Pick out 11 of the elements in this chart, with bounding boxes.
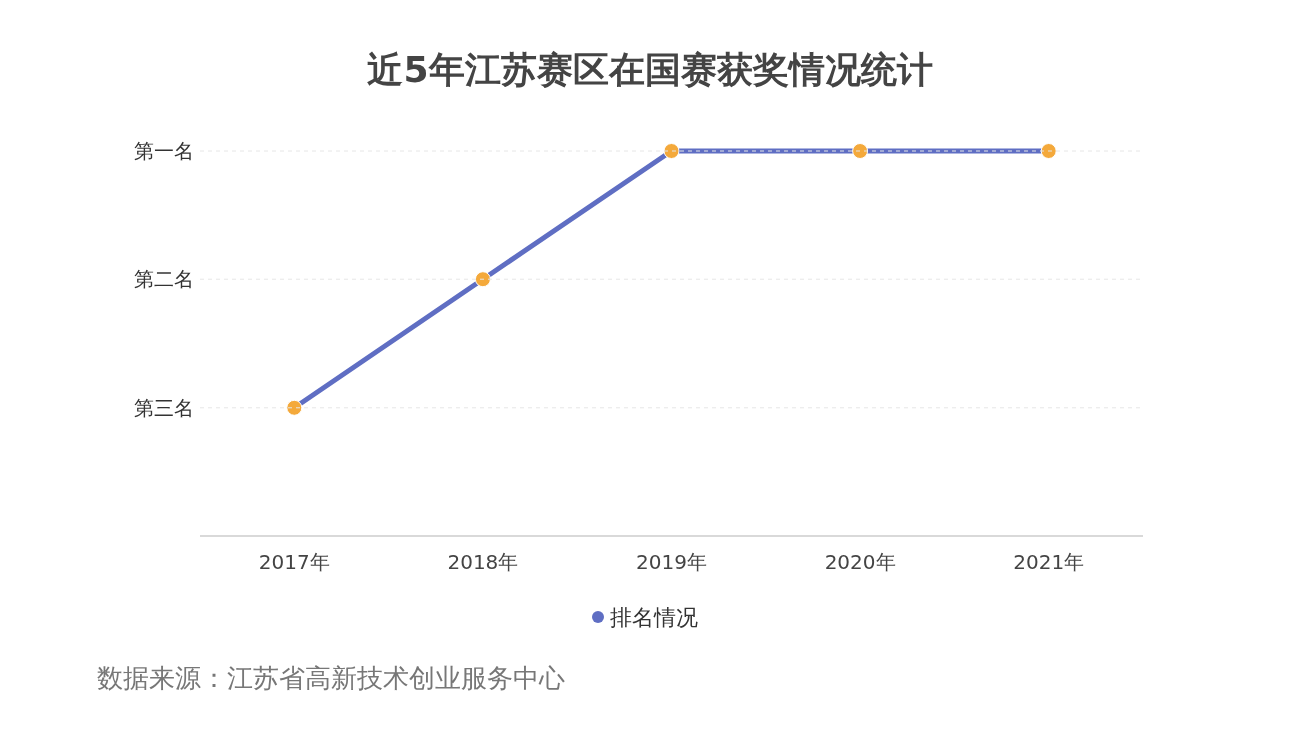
legend-label: 排名情况 [610, 605, 698, 630]
x-tick-label: 2019年 [636, 550, 707, 574]
chart-title: 近5年江苏赛区在国赛获奖情况统计 [367, 49, 933, 90]
x-tick-label: 2017年 [258, 550, 330, 574]
ref-line-label: 第二名 [134, 267, 194, 292]
x-tick-label: 2021年 [1013, 550, 1085, 574]
ref-line-label: 第一名 [134, 139, 194, 163]
x-tick-label: 2020年 [824, 550, 896, 574]
source-note: 数据来源：江苏省高新技术创业服务中心 [97, 663, 565, 693]
x-tick-label: 2018年 [447, 550, 519, 574]
ref-line-label: 第三名 [134, 395, 194, 420]
